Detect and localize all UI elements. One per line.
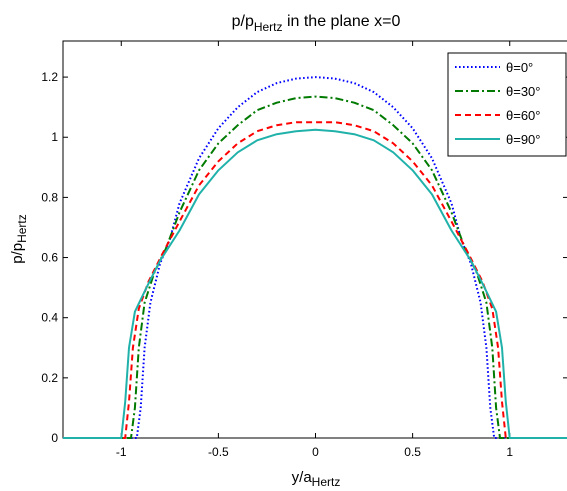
x-axis-label-main: y/a bbox=[292, 469, 313, 486]
legend-label-0: θ=0° bbox=[506, 60, 533, 75]
chart-title: p/pHertz in the plane x=0 bbox=[232, 13, 401, 34]
y-tick-label: 0.4 bbox=[41, 311, 58, 325]
y-tick-label: 1.2 bbox=[41, 70, 58, 84]
legend: θ=0° θ=30° θ=60° θ=90° bbox=[447, 52, 567, 157]
chart-title-sub: Hertz bbox=[254, 20, 283, 34]
series-layer bbox=[63, 76, 567, 439]
y-tick-label: 1 bbox=[51, 130, 58, 144]
y-axis-label-main: p/p bbox=[9, 243, 26, 264]
x-axis-label: y/aHertz bbox=[292, 469, 341, 489]
y-axis-label: p/pHertz bbox=[9, 214, 29, 264]
x-axis-label-sub: Hertz bbox=[312, 475, 341, 489]
x-tick-label: -1 bbox=[116, 445, 127, 459]
x-tick-label: 0.5 bbox=[404, 445, 421, 459]
x-tick-label: -0.5 bbox=[208, 445, 229, 459]
x-axis: -1 -0.5 0 0.5 1 bbox=[116, 41, 513, 459]
series-line-0 bbox=[63, 76, 567, 439]
y-tick-label: 0.6 bbox=[41, 251, 58, 265]
legend-label-3: θ=90° bbox=[506, 132, 540, 147]
legend-label-2: θ=60° bbox=[506, 108, 540, 123]
series-line-3 bbox=[63, 128, 567, 439]
series-line-1 bbox=[63, 95, 567, 439]
y-tick-label: 0 bbox=[51, 431, 58, 445]
x-tick-label: 1 bbox=[506, 445, 513, 459]
x-tick-label: 0 bbox=[312, 445, 319, 459]
chart-title-rest: in the plane x=0 bbox=[283, 13, 401, 30]
y-tick-label: 0.8 bbox=[41, 190, 58, 204]
y-tick-label: 0.2 bbox=[41, 371, 58, 385]
y-axis-label-sub: Hertz bbox=[15, 214, 29, 243]
chart-title-main: p/p bbox=[232, 13, 254, 30]
legend-label-1: θ=30° bbox=[506, 84, 540, 99]
